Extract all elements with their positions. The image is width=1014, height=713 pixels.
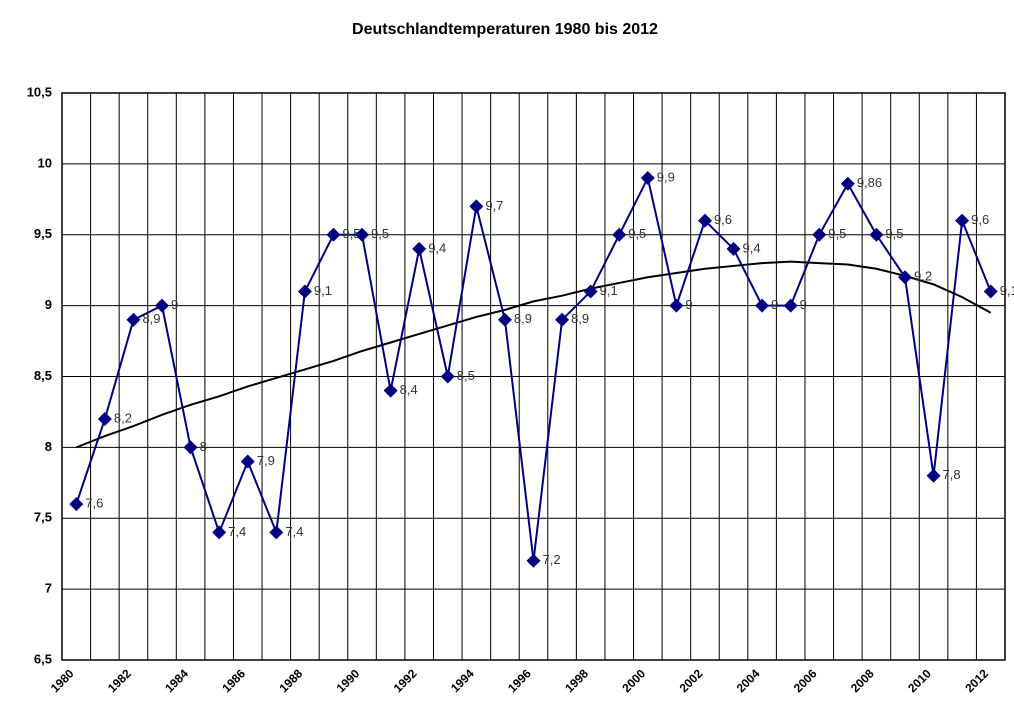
point: [297, 284, 312, 299]
x-tick-label: 1980: [48, 666, 77, 695]
point: [612, 227, 627, 242]
point: [212, 525, 227, 540]
plot-border: [61, 92, 1006, 661]
point: [69, 497, 84, 512]
x-tick-label: 2012: [962, 666, 991, 695]
y-tick-label: 7,5: [34, 510, 52, 525]
x-tick-label: 1988: [276, 666, 305, 695]
point: [983, 284, 998, 299]
point: [583, 284, 598, 299]
x-tick-label: 1990: [334, 666, 363, 695]
point: [97, 412, 112, 427]
data-label: 9,5: [828, 226, 846, 241]
data-label: 9,5: [628, 226, 646, 241]
data-label: 9: [800, 297, 807, 312]
data-label: 8,4: [400, 382, 418, 397]
point: [897, 270, 912, 285]
data-label: 9,1: [1000, 283, 1014, 298]
data-label: 9,1: [600, 283, 618, 298]
x-tick-label: 1998: [562, 666, 591, 695]
data-label: 9,4: [743, 240, 761, 255]
point: [555, 312, 570, 327]
data-label: 9: [171, 297, 178, 312]
data-label: 7,9: [257, 453, 275, 468]
data-label: 9,86: [857, 175, 882, 190]
point: [355, 227, 370, 242]
data-label: 9: [685, 297, 692, 312]
data-label: 8: [200, 439, 207, 454]
point: [840, 176, 855, 191]
data-line: [75, 175, 992, 561]
point: [526, 553, 541, 568]
point: [726, 241, 741, 256]
x-tick-label: 2008: [848, 666, 877, 695]
x-tick-label: 1982: [105, 666, 134, 695]
point: [955, 213, 970, 228]
x-tick-label: 1986: [219, 666, 248, 695]
y-tick-label: 9: [45, 297, 52, 312]
point: [469, 199, 484, 214]
x-tick-label: 1984: [162, 666, 191, 695]
data-label: 9,5: [885, 226, 903, 241]
trend-line: [75, 260, 992, 449]
data-label: 8,9: [514, 311, 532, 326]
point: [126, 312, 141, 327]
point: [669, 298, 684, 313]
point: [640, 171, 655, 186]
y-tick-label: 8: [45, 439, 52, 454]
point: [783, 298, 798, 313]
y-tick-label: 7: [45, 581, 52, 596]
point: [269, 525, 284, 540]
data-label: 9,9: [657, 169, 675, 184]
point: [155, 298, 170, 313]
data-label: 9: [771, 297, 778, 312]
y-tick-label: 10: [38, 155, 52, 170]
point: [697, 213, 712, 228]
chart-title: Deutschlandtemperaturen 1980 bis 2012: [352, 21, 658, 38]
x-tick-label: 1996: [505, 666, 534, 695]
point: [755, 298, 770, 313]
data-label: 8,2: [114, 410, 132, 425]
point: [497, 312, 512, 327]
x-tick-label: 1992: [391, 666, 420, 695]
point: [869, 227, 884, 242]
data-label: 8,5: [457, 368, 475, 383]
data-label: 7,8: [943, 467, 961, 482]
y-tick-label: 8,5: [34, 368, 52, 383]
data-label: 9,7: [485, 198, 503, 213]
data-label: 9,1: [314, 283, 332, 298]
x-tick-label: 2002: [677, 666, 706, 695]
data-label: 9,6: [714, 212, 732, 227]
data-label: 9,6: [971, 212, 989, 227]
y-tick-label: 9,5: [34, 226, 52, 241]
y-tick-label: 10,5: [27, 84, 52, 99]
x-tick-label: 1994: [448, 666, 477, 695]
data-label: 9,5: [371, 226, 389, 241]
data-label: 9,5: [342, 226, 360, 241]
x-tick-label: 2004: [734, 666, 763, 695]
point: [326, 227, 341, 242]
point: [812, 227, 827, 242]
data-label: 9,2: [914, 269, 932, 284]
x-tick-label: 2000: [619, 666, 648, 695]
data-label: 7,2: [543, 552, 561, 567]
x-tick-label: 2006: [791, 666, 820, 695]
data-label: 8,9: [571, 311, 589, 326]
data-label: 8,9: [142, 311, 160, 326]
x-tick-label: 2010: [905, 666, 934, 695]
data-label: 7,4: [285, 524, 303, 539]
point: [926, 468, 941, 483]
point: [383, 383, 398, 398]
data-label: 7,6: [85, 496, 103, 511]
data-label: 7,4: [228, 524, 246, 539]
data-label: 9,4: [428, 240, 446, 255]
point: [240, 454, 255, 469]
y-tick-label: 6,5: [34, 651, 52, 666]
point: [440, 369, 455, 384]
point: [183, 440, 198, 455]
point: [412, 241, 427, 256]
